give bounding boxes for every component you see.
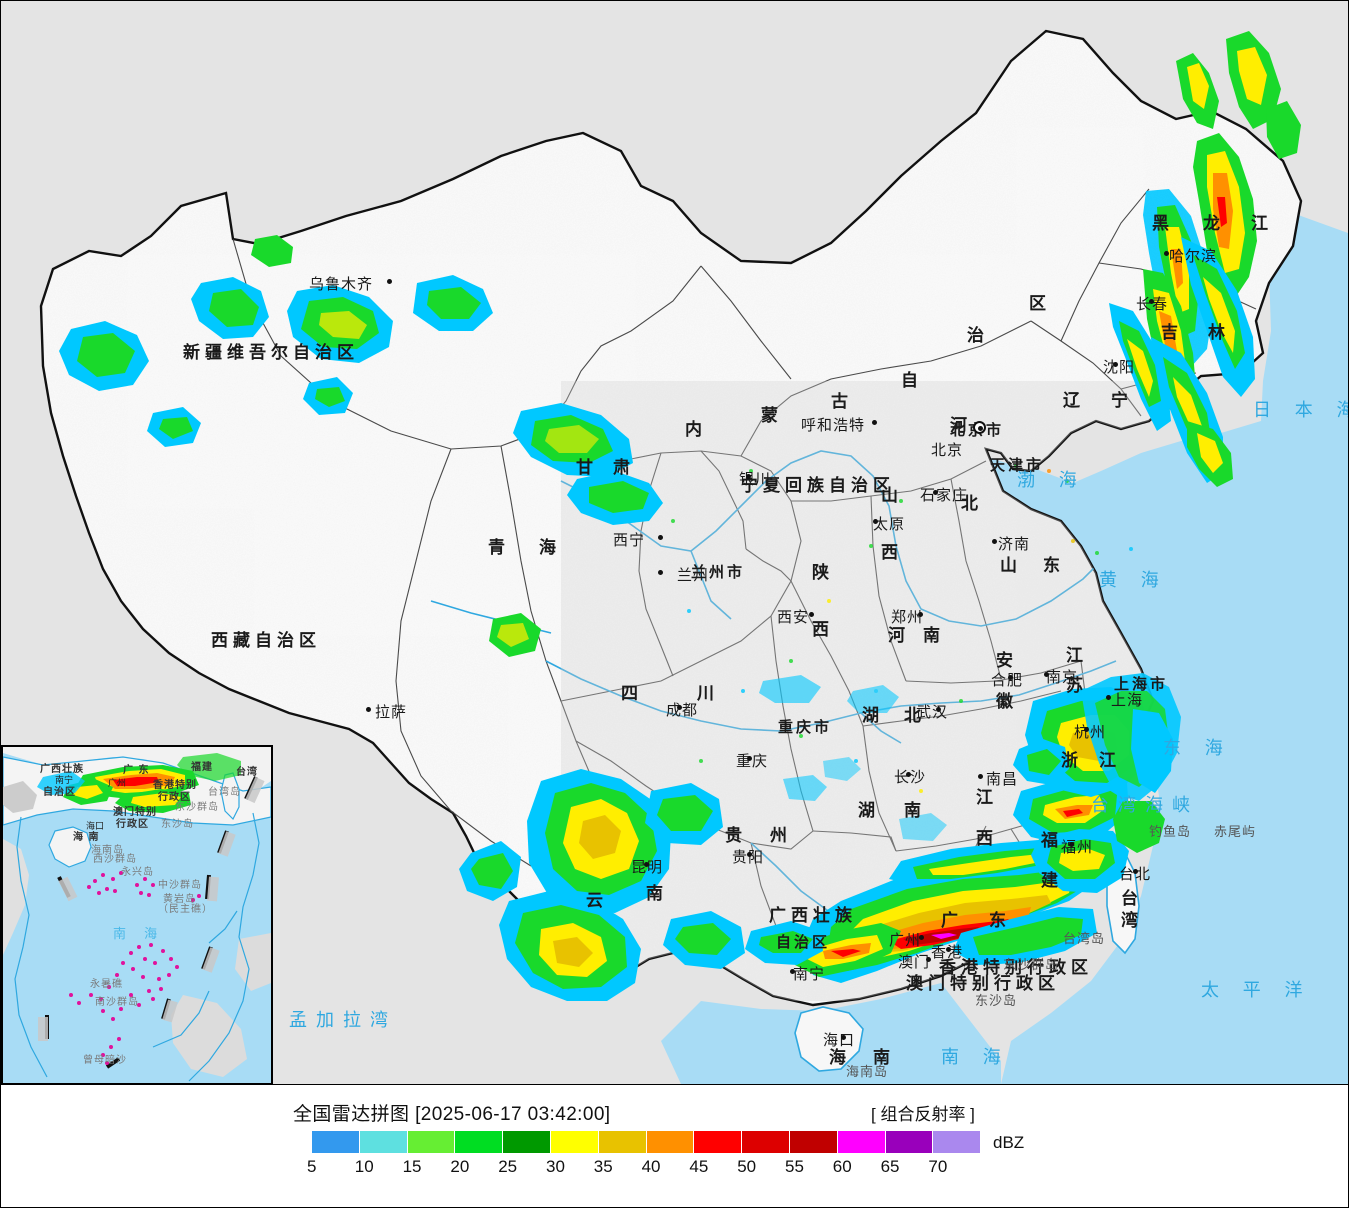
- echo-yunnan: [459, 769, 745, 1001]
- city-dot-15: [978, 774, 983, 779]
- city-dot-16: [906, 772, 911, 777]
- city-dot-12: [1044, 672, 1049, 677]
- colorbar-tick-20: 20: [450, 1157, 470, 1176]
- echo-northeast: [1109, 31, 1301, 487]
- echo-gansu: [489, 403, 663, 657]
- echo-xinjiang: [59, 235, 493, 447]
- city-dot-22: [644, 862, 649, 867]
- colorbar-swatch-15[interactable]: [407, 1131, 455, 1153]
- city-dot-27: [926, 957, 931, 962]
- city-dot-5: [872, 420, 877, 425]
- city-dot-28: [1133, 869, 1138, 874]
- colorbar-tick-15: 15: [402, 1157, 422, 1176]
- colorbar-swatch-65[interactable]: [885, 1131, 933, 1153]
- colorbar-swatch-45[interactable]: [694, 1131, 742, 1153]
- city-dot-30: [1149, 299, 1154, 304]
- radar-map-canvas[interactable]: 新疆维吾尔自治区 西藏自治区青海甘肃内蒙古自治区四川陕西山西河南河北山东江苏安徽湖…: [0, 0, 1349, 1085]
- city-dot-9: [992, 539, 997, 544]
- colorbar-tick-5: 5: [307, 1157, 317, 1176]
- city-dot-1: [366, 707, 371, 712]
- colorbar-swatch-55[interactable]: [789, 1131, 837, 1153]
- city-dot-21: [747, 852, 752, 857]
- colorbar-swatch-50[interactable]: [742, 1131, 789, 1153]
- echo-scattered: [609, 464, 1133, 841]
- colorbar-swatch-30[interactable]: [550, 1131, 598, 1153]
- colorbar-swatch-10[interactable]: [359, 1131, 407, 1153]
- colorbar-swatch-25[interactable]: [503, 1131, 550, 1153]
- colorbar-swatch-40[interactable]: [646, 1131, 694, 1153]
- panel-title: 全国雷达拼图 [2025-06-17 03:42:00]: [293, 1104, 611, 1125]
- hainan-island: [794, 1006, 864, 1072]
- capital-marker-beijing: [973, 421, 986, 434]
- echo-fujian: [1013, 673, 1181, 853]
- city-dot-4: [746, 474, 751, 479]
- colorbar-tick-55: 55: [785, 1157, 804, 1176]
- colorbar-tick-25: 25: [498, 1157, 518, 1176]
- colorbar-swatch-35[interactable]: [598, 1131, 646, 1153]
- city-dot-25: [841, 1035, 846, 1040]
- city-dot-3: [658, 570, 663, 575]
- city-dot-0: [387, 279, 392, 284]
- city-dot-19: [677, 705, 682, 710]
- city-dot-8: [933, 490, 938, 495]
- colorbar-tick-45: 45: [689, 1157, 709, 1176]
- colorbar-tick-40: 40: [641, 1157, 661, 1176]
- south-china-sea-inset[interactable]: 广西壮族 自治区广 东福建 台湾海 南香港特别 行政区 澳门特别 行政区 南宁 广州 海口 台湾岛…: [1, 745, 273, 1084]
- city-dot-10: [918, 612, 923, 617]
- colorbar-swatch-70[interactable]: [933, 1131, 981, 1153]
- city-dot-13: [1106, 695, 1111, 700]
- city-dot-26: [946, 947, 951, 952]
- city-dot-6: [809, 612, 814, 617]
- city-dot-20: [747, 756, 752, 761]
- colorbar-tick-50: 50: [737, 1157, 757, 1176]
- city-dot-17: [936, 707, 941, 712]
- city-dot-7: [873, 519, 878, 524]
- city-dot-29: [1113, 362, 1118, 367]
- colorbar-swatch-60[interactable]: [837, 1131, 885, 1153]
- city-dot-24: [919, 935, 924, 940]
- colorbar-tick-10: 10: [354, 1157, 374, 1176]
- city-dot-31: [1164, 251, 1169, 256]
- inset-graphics: [3, 747, 271, 1083]
- panel-product-type: [ 组合反射率 ]: [871, 1105, 975, 1124]
- city-dot-18: [1069, 842, 1074, 847]
- colorbar-swatch-20[interactable]: [455, 1131, 503, 1153]
- dbz-colorbar[interactable]: [312, 1131, 981, 1153]
- colorbar-swatch-5[interactable]: [312, 1131, 359, 1153]
- colorbar-tick-60: 60: [832, 1157, 852, 1176]
- colorbar-tick-30: 30: [546, 1157, 565, 1176]
- colorbar-tick-70: 70: [928, 1157, 948, 1176]
- colorbar-tick-35: 35: [593, 1157, 613, 1176]
- city-dot-11: [1008, 675, 1013, 680]
- city-dot-2: [658, 535, 663, 540]
- dbz-unit-label: dBZ: [993, 1133, 1025, 1152]
- city-dot-14: [1084, 727, 1089, 732]
- colorbar-tick-65: 65: [880, 1157, 900, 1176]
- city-dot-23: [790, 969, 795, 974]
